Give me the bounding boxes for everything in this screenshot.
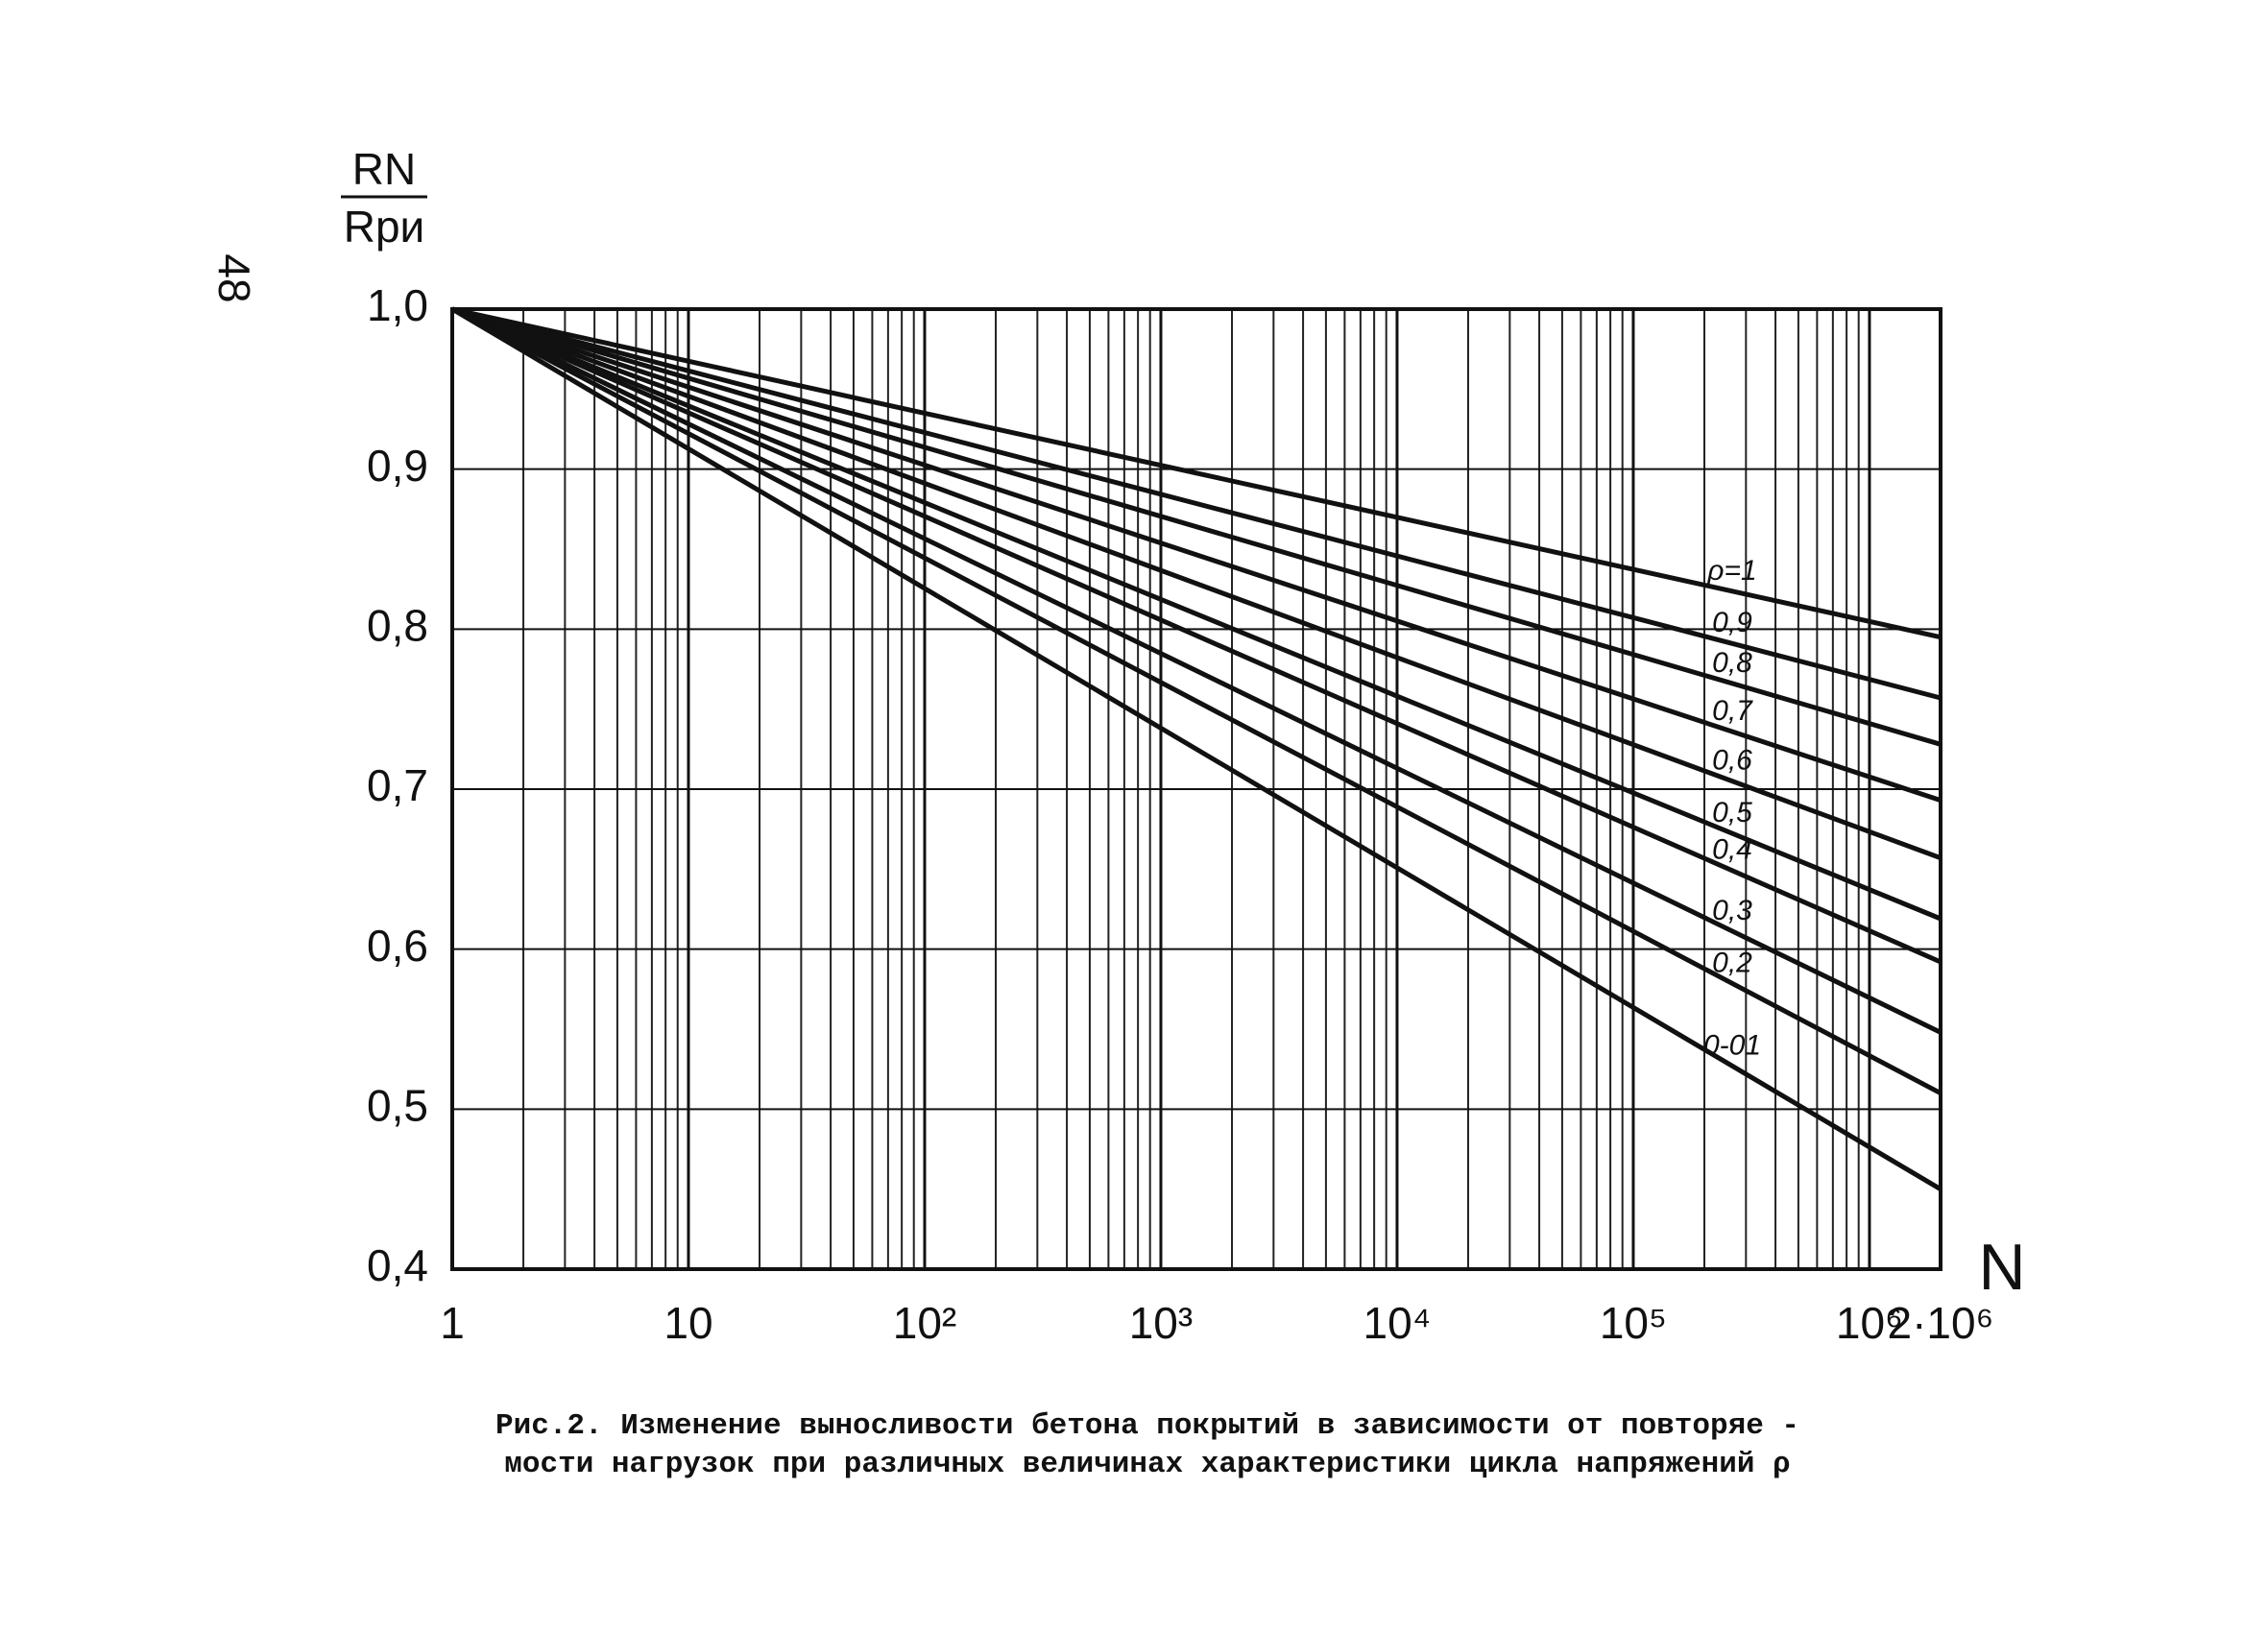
- series-line: [451, 306, 1942, 747]
- caption: мости нагрузок при различных величинах х…: [504, 1448, 1790, 1481]
- series-label: 0,9: [1712, 607, 1752, 638]
- y-tick-label: 1,0: [367, 280, 428, 330]
- series-label: 0,7: [1712, 695, 1753, 727]
- series-line: [451, 306, 1942, 804]
- series-line: [450, 306, 1942, 1035]
- series-label: 0,6: [1712, 745, 1752, 777]
- caption: Рис.2. Изменение выносливости бетона пок…: [495, 1409, 1799, 1443]
- x-tick-label: 10⁴: [1363, 1298, 1431, 1348]
- series-line: [450, 306, 1942, 1191]
- x-tick-label: 10⁶: [1836, 1298, 1903, 1348]
- x-tick-label: 2·10⁶: [1887, 1298, 1993, 1348]
- x-tick-label: 1: [440, 1298, 465, 1348]
- y-tick-label: 0,8: [367, 600, 428, 650]
- x-tick-label: 10³: [1129, 1298, 1193, 1348]
- series-label: 0,2: [1712, 947, 1752, 978]
- y-tick-label: 0,7: [367, 760, 428, 810]
- x-tick-label: 10²: [893, 1298, 956, 1348]
- series-line: [451, 306, 1942, 861]
- y-label-numerator: RN: [352, 144, 416, 194]
- y-tick-label: 0,9: [367, 441, 428, 491]
- series-label: 0,3: [1712, 895, 1752, 926]
- series-line: [450, 306, 1942, 965]
- series-label: 0,4: [1712, 834, 1752, 866]
- y-label-denominator: Rри: [344, 202, 425, 252]
- series-label: 0,8: [1712, 647, 1752, 679]
- x-tick-label: 10⁵: [1600, 1298, 1667, 1348]
- x-tick-label: 10: [664, 1298, 712, 1348]
- y-tick-label: 0,4: [367, 1240, 428, 1290]
- series-label: 0-01: [1703, 1029, 1761, 1061]
- series-label: ρ=1: [1706, 555, 1756, 587]
- plot-frame: [450, 307, 1942, 1271]
- series-line: [451, 306, 1942, 922]
- page-number: 48: [209, 253, 259, 302]
- series-line: [451, 306, 1942, 701]
- x-label: N: [1978, 1231, 2025, 1304]
- series-line: [450, 306, 1942, 1095]
- y-tick-label: 0,6: [367, 921, 428, 971]
- y-tick-label: 0,5: [367, 1080, 428, 1130]
- series-line: [451, 306, 1942, 640]
- series-label: 0,5: [1712, 797, 1752, 829]
